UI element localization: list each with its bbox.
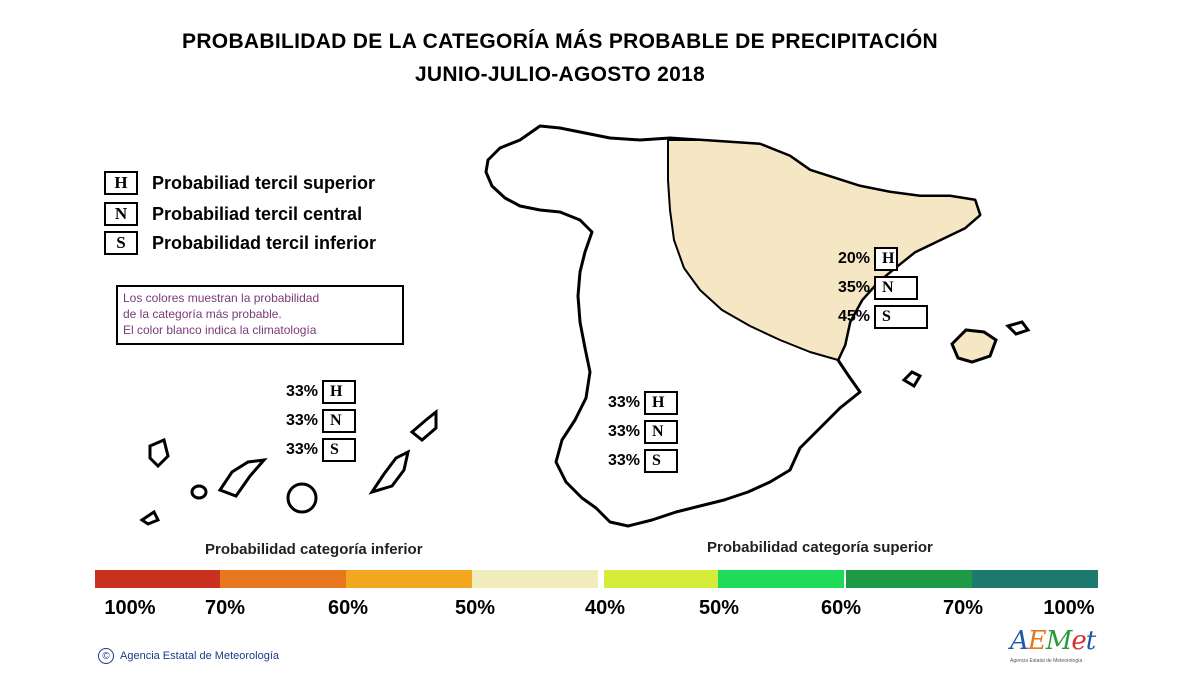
scale-label-upper: Probabilidad categoría superior [707,539,933,556]
box-n: N [874,275,918,300]
note-line: El color blanco indica la climatología [123,323,317,337]
balearic-ibiza [901,370,923,389]
legend-label-central: Probabiliad tercil central [152,203,363,224]
scale-segment-lower [220,570,346,588]
pct-northeast-s: 45% [837,307,870,325]
canary-gomera [190,484,208,500]
prob-group-northeast: 20% H 35% N 45% S [828,245,928,332]
canary-lanzarote [409,408,438,442]
canary-tenerife [217,458,268,498]
legend-label-lower: Probabilidad tercil inferior [152,232,377,253]
legend-item-upper: H Probabiliad tercil superior [104,170,375,196]
scale-tick-label: 50% [454,597,496,619]
box-n: N [644,419,678,444]
scale-segment-lower [472,570,598,588]
scale-tick-label: 50% [698,597,740,619]
canary-lapalma [148,437,170,469]
scale-segment-upper [972,570,1098,588]
pct-peninsula-s: 33% [607,451,640,469]
note-line: Los colores muestran la probabilidad [123,291,320,305]
box-h: H [644,390,678,415]
legend-item-central: N Probabiliad tercil central [104,201,362,227]
box-s: S [644,448,678,473]
box-s: S [322,437,356,462]
canary-grancanaria [286,482,318,514]
pct-peninsula-h: 33% [607,393,640,411]
pct-northeast-h: 20% [837,249,870,267]
scale-label-lower: Probabilidad categoría inferior [205,541,423,558]
box-s: S [874,304,928,329]
scale-tick-label: 60% [327,597,369,619]
aemet-logo: AEMet [1010,626,1096,656]
pct-canarias-n: 33% [285,411,318,429]
pct-canarias-s: 33% [285,440,318,458]
scale-segment-upper [846,570,972,588]
scale-segment-lower [95,570,220,588]
scale-tick-label: 60% [820,597,862,619]
box-h: H [322,379,356,404]
box-h: H [874,246,898,271]
pct-canarias-h: 33% [285,382,318,400]
canary-fuerteventura [368,449,411,495]
copyright-icon: © [98,648,114,664]
agency-name: Agencia Estatal de Meteorología [120,650,279,662]
northeast-region [667,139,981,361]
legend-box-s: S [104,231,138,255]
scale-segment-upper [718,570,844,588]
legend-item-lower: S Probabilidad tercil inferior [104,230,376,256]
pct-peninsula-n: 33% [607,422,640,440]
scale-tick-label: 70% [942,597,984,619]
legend-box-n: N [104,202,138,226]
map-title: PROBABILIDAD DE LA CATEGORÍA MÁS PROBABL… [182,30,938,53]
scale-tick-label: 40% [584,597,626,619]
logo-subtitle: Agencia Estatal de Meteorología [1010,658,1083,664]
note-line: de la categoría más probable. [123,307,282,321]
pct-northeast-n: 35% [837,278,870,296]
scale-tick-label: 100% [1043,597,1095,619]
balearic-mallorca [950,328,998,364]
info-note: Los colores muestran la probabilidad de … [116,285,404,345]
scale-segment-lower [346,570,472,588]
map-subtitle: JUNIO-JULIO-AGOSTO 2018 [414,63,706,86]
balearic-menorca [1005,320,1031,336]
legend-label-upper: Probabiliad tercil superior [152,172,376,193]
scale-tick-label: 100% [104,597,156,619]
legend-box-h: H [104,171,138,195]
scale-segment-upper [604,570,718,588]
box-n: N [322,408,356,433]
prob-group-canarias: 33% H 33% N 33% S [276,378,356,465]
canary-hierro [139,509,161,526]
footer: © Agencia Estatal de Meteorología [98,648,279,664]
scale-tick-label: 70% [204,597,246,619]
prob-group-peninsula: 33% H 33% N 33% S [598,389,678,476]
